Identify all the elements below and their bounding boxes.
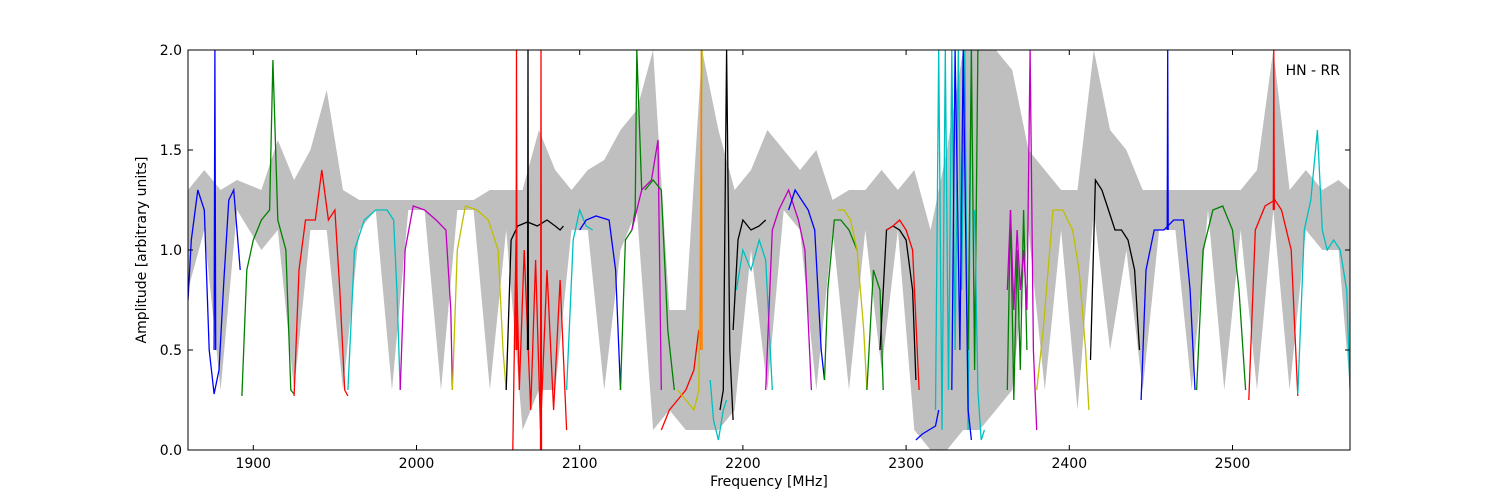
- series-line-13: [579, 215, 622, 391]
- series-line-35: [973, 209, 986, 441]
- series-line-42: [1195, 205, 1247, 391]
- y-tick-label: 1.0: [160, 243, 182, 259]
- y-tick-label: 0.5: [160, 343, 182, 359]
- series-line-0: [188, 187, 241, 395]
- series-line-34: [967, 50, 979, 371]
- series-line-11: [539, 50, 543, 450]
- x-axis-label: Frequency [MHz]: [710, 474, 828, 490]
- series-line-16: [644, 178, 675, 391]
- y-axis-label: Amplitude [arbitrary units]: [134, 157, 150, 344]
- series-line-12: [565, 207, 594, 391]
- series-line-25: [787, 188, 826, 381]
- envelope-band: [188, 50, 1350, 450]
- x-tick-label: 2500: [1215, 456, 1251, 472]
- series-line-31: [915, 409, 940, 441]
- series-line-8: [512, 239, 568, 450]
- series-line-2: [241, 59, 295, 397]
- y-axis-ticks: 0.0 0.5 1.0 1.5 2.0: [160, 43, 1350, 459]
- series-line-44: [1272, 50, 1275, 211]
- x-tick-label: 2100: [562, 456, 598, 472]
- y-tick-label: 1.5: [160, 143, 182, 159]
- series-line-26: [823, 219, 858, 381]
- series-line-45: [1297, 129, 1350, 395]
- series-line-21: [719, 50, 734, 421]
- series-line-4: [347, 209, 401, 391]
- series-line-9: [515, 50, 518, 351]
- series-line-10: [526, 50, 530, 351]
- x-tick-label: 2400: [1051, 456, 1087, 472]
- plot-area: [188, 50, 1350, 450]
- series-line-15: [631, 139, 662, 391]
- series-line-39: [1089, 177, 1141, 361]
- series-line-19: [699, 50, 703, 351]
- series-line-22: [732, 218, 767, 331]
- series-line-23: [735, 237, 773, 391]
- x-axis-ticks: 1900 2000 2100 2200 2300 2400 2500: [235, 50, 1250, 472]
- series-line-41: [1166, 50, 1169, 231]
- series-line-28: [866, 269, 884, 391]
- series-line-30: [886, 219, 920, 391]
- series-line-6: [451, 205, 507, 391]
- series-line-1: [213, 50, 217, 351]
- x-tick-label: 2200: [725, 456, 761, 472]
- series-line-14: [619, 50, 643, 391]
- series-line-18: [677, 50, 703, 412]
- y-tick-label: 0.0: [160, 443, 182, 459]
- series-line-27: [837, 209, 868, 391]
- x-tick-label: 2000: [399, 456, 435, 472]
- series-line-33: [951, 50, 973, 441]
- series-line-3: [293, 169, 349, 397]
- chart-annotation: HN - RR: [1286, 63, 1341, 79]
- series-line-38: [1036, 209, 1090, 411]
- y-tick-label: 2.0: [160, 43, 182, 59]
- x-tick-label: 2300: [888, 456, 924, 472]
- series-line-7: [505, 219, 564, 391]
- series-line-5: [399, 205, 454, 391]
- series-line-20: [709, 379, 728, 441]
- series-line-37: [1006, 50, 1038, 431]
- series-layer: [188, 50, 1350, 450]
- envelope-layer: [188, 50, 1350, 450]
- series-line-24: [765, 188, 813, 391]
- x-tick-label: 1900: [235, 456, 271, 472]
